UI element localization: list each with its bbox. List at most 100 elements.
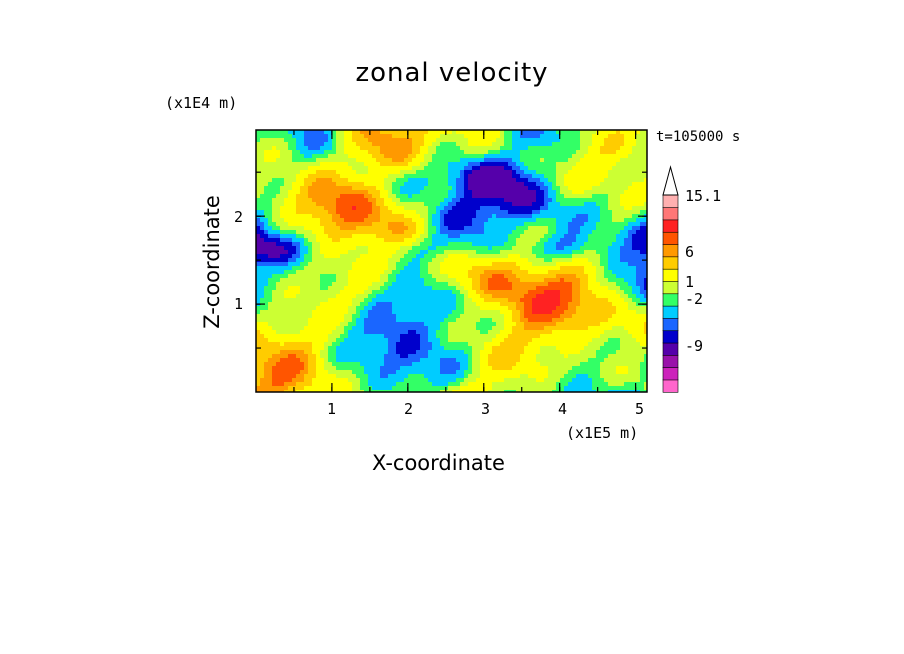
field-cell — [624, 222, 629, 227]
field-cell — [412, 210, 417, 215]
field-cell — [500, 194, 505, 199]
field-cell — [336, 230, 341, 235]
field-cell — [424, 234, 429, 239]
field-cell — [308, 242, 313, 247]
field-cell — [312, 302, 317, 307]
field-cell — [496, 298, 501, 303]
field-cell — [372, 318, 377, 323]
field-cell — [548, 218, 553, 223]
field-cell — [444, 270, 449, 275]
field-cell — [304, 274, 309, 279]
field-cell — [420, 166, 425, 171]
field-cell — [568, 202, 573, 207]
field-cell — [508, 202, 513, 207]
field-cell — [360, 302, 365, 307]
field-cell — [428, 246, 433, 251]
field-cell — [308, 170, 313, 175]
field-cell — [340, 238, 345, 243]
field-cell — [312, 190, 317, 195]
field-cell — [584, 142, 589, 147]
field-cell — [504, 294, 509, 299]
field-cell — [404, 158, 409, 163]
field-cell — [424, 170, 429, 175]
field-cell — [448, 266, 453, 271]
field-cell — [480, 330, 485, 335]
field-cell — [492, 290, 497, 295]
field-cell — [596, 258, 601, 263]
field-cell — [540, 258, 545, 263]
field-cell — [604, 202, 609, 207]
field-cell — [440, 154, 445, 159]
field-cell — [396, 190, 401, 195]
field-cell — [416, 266, 421, 271]
field-cell — [632, 186, 637, 191]
field-cell — [328, 138, 333, 143]
field-cell — [368, 194, 373, 199]
field-cell — [484, 146, 489, 151]
field-cell — [384, 186, 389, 191]
field-cell — [300, 186, 305, 191]
field-cell — [592, 210, 597, 215]
field-cell — [496, 262, 501, 267]
field-cell — [404, 302, 409, 307]
field-cell — [280, 262, 285, 267]
field-cell — [372, 246, 377, 251]
field-cell — [388, 282, 393, 287]
field-cell — [472, 150, 477, 155]
field-cell — [492, 190, 497, 195]
field-cell — [416, 202, 421, 207]
field-cell — [280, 170, 285, 175]
field-cell — [516, 242, 521, 247]
field-cell — [536, 294, 541, 299]
field-cell — [440, 134, 445, 139]
field-cell — [312, 150, 317, 155]
field-cell — [336, 262, 341, 267]
field-cell — [372, 166, 377, 171]
field-cell — [612, 234, 617, 239]
field-cell — [452, 330, 457, 335]
field-cell — [380, 218, 385, 223]
field-cell — [372, 306, 377, 311]
field-cell — [632, 158, 637, 163]
field-cell — [512, 326, 517, 331]
field-cell — [304, 318, 309, 323]
field-cell — [272, 166, 277, 171]
field-cell — [296, 250, 301, 255]
field-cell — [372, 290, 377, 295]
field-cell — [504, 298, 509, 303]
field-cell — [456, 154, 461, 159]
field-cell — [520, 198, 525, 203]
field-cell — [452, 210, 457, 215]
field-cell — [428, 222, 433, 227]
field-cell — [352, 302, 357, 307]
field-cell — [516, 218, 521, 223]
field-cell — [596, 174, 601, 179]
field-cell — [304, 262, 309, 267]
field-cell — [520, 190, 525, 195]
field-cell — [412, 302, 417, 307]
field-cell — [440, 282, 445, 287]
field-cell — [564, 306, 569, 311]
field-cell — [596, 210, 601, 215]
field-cell — [576, 150, 581, 155]
field-cell — [512, 314, 517, 319]
field-cell — [336, 210, 341, 215]
field-cell — [448, 254, 453, 259]
field-cell — [536, 142, 541, 147]
field-cell — [444, 206, 449, 211]
field-cell — [512, 146, 517, 151]
field-cell — [580, 154, 585, 159]
field-cell — [472, 326, 477, 331]
field-cell — [304, 250, 309, 255]
field-cell — [284, 142, 289, 147]
field-cell — [272, 262, 277, 267]
field-cell — [524, 214, 529, 219]
field-cell — [540, 298, 545, 303]
field-cell — [524, 262, 529, 267]
field-cell — [560, 210, 565, 215]
field-cell — [572, 206, 577, 211]
field-cell — [500, 206, 505, 211]
field-cell — [332, 314, 337, 319]
field-cell — [272, 290, 277, 295]
field-cell — [348, 154, 353, 159]
